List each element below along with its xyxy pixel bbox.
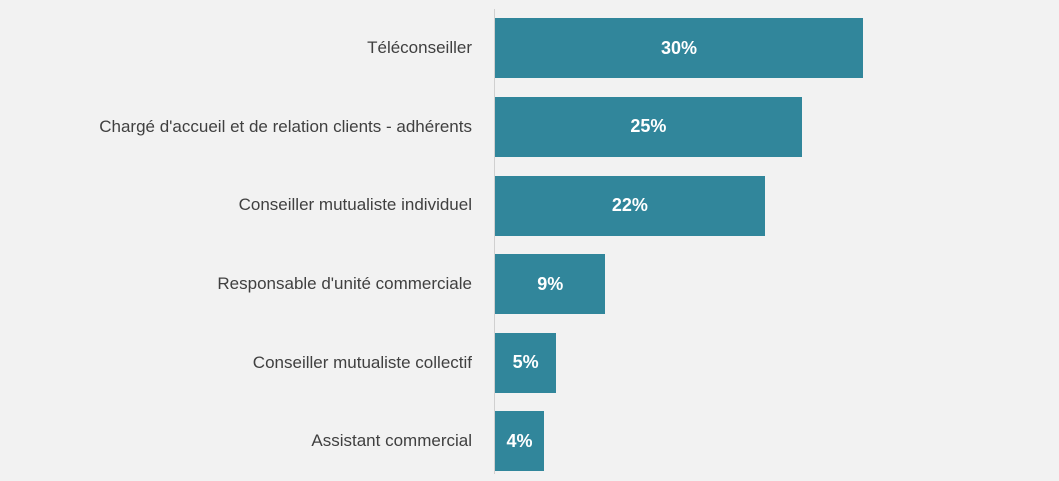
category-label: Conseiller mutualiste collectif bbox=[252, 352, 472, 372]
bar: 4% bbox=[495, 411, 545, 472]
category-label-box: Responsable d'unité commerciale bbox=[217, 245, 472, 324]
category-label-box: Téléconseiller bbox=[367, 9, 472, 88]
bar: 25% bbox=[495, 96, 802, 157]
category-label: Responsable d'unité commerciale bbox=[217, 274, 472, 294]
data-label: 5% bbox=[512, 352, 539, 373]
category-label: Téléconseiller bbox=[367, 38, 472, 58]
data-label: 4% bbox=[506, 430, 533, 451]
data-label: 9% bbox=[537, 273, 564, 294]
category-label: Conseiller mutualiste individuel bbox=[238, 195, 472, 215]
axis-line bbox=[494, 9, 495, 474]
category-label-box: Conseiller mutualiste collectif bbox=[253, 323, 472, 402]
category-label-box: Assistant commercial bbox=[311, 402, 472, 481]
bar: 30% bbox=[495, 18, 863, 79]
bar: 22% bbox=[495, 175, 765, 236]
bar: 9% bbox=[495, 254, 606, 315]
data-label: 22% bbox=[611, 195, 648, 215]
category-label-box: Chargé d'accueil et de relation clients … bbox=[99, 88, 472, 167]
category-label: Chargé d'accueil et de relation clients … bbox=[99, 116, 472, 136]
data-label: 30% bbox=[660, 37, 698, 58]
category-label-box: Conseiller mutualiste individuel bbox=[239, 166, 472, 245]
data-label: 25% bbox=[630, 116, 667, 137]
category-label: Assistant commercial bbox=[311, 431, 472, 451]
bar: 5% bbox=[495, 332, 557, 393]
